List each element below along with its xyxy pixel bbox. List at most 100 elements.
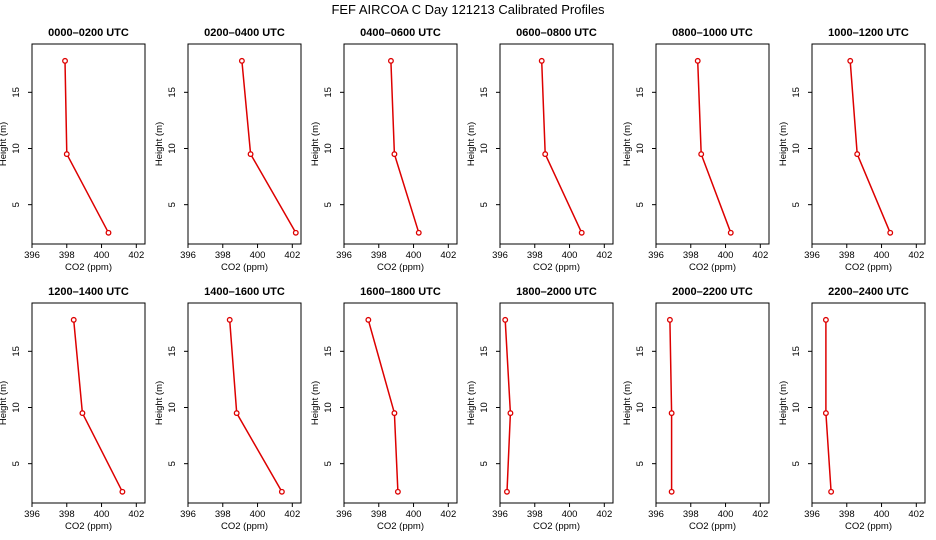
x-tick-label: 400 — [718, 250, 734, 261]
y-tick-label: 5 — [635, 202, 646, 207]
x-axis-label: CO2 (ppm) — [221, 521, 268, 532]
y-tick-label: 5 — [11, 202, 22, 207]
x-tick-label: 398 — [839, 250, 855, 261]
data-point — [504, 488, 510, 495]
data-point — [247, 151, 254, 158]
y-tick-label: 5 — [323, 461, 334, 466]
y-tick-label: 5 — [167, 202, 178, 207]
data-point — [394, 488, 401, 495]
profile-line — [825, 319, 832, 492]
plot-frame — [187, 302, 302, 504]
y-tick-label: 10 — [479, 402, 490, 413]
x-tick-label: 396 — [336, 250, 352, 261]
panel-title: 2200–2400 UTC — [828, 286, 909, 298]
panel-title: 2000–2200 UTC — [672, 286, 753, 298]
y-tick-label: 15 — [11, 87, 22, 98]
x-tick-label: 396 — [180, 250, 196, 261]
x-tick-label: 400 — [250, 509, 266, 520]
y-tick-label: 10 — [323, 402, 334, 413]
x-axis-label: CO2 (ppm) — [845, 262, 892, 273]
data-point — [119, 488, 126, 495]
y-tick-label: 10 — [479, 143, 490, 154]
y-tick-label: 5 — [11, 461, 22, 466]
x-axis-label: CO2 (ppm) — [377, 262, 424, 273]
x-axis-label: CO2 (ppm) — [221, 262, 268, 273]
x-tick-label: 400 — [406, 509, 422, 520]
x-axis-label: CO2 (ppm) — [845, 521, 892, 532]
x-axis-label: CO2 (ppm) — [533, 262, 580, 273]
x-tick-label: 398 — [683, 509, 699, 520]
x-tick-label: 402 — [284, 250, 300, 261]
data-point — [62, 57, 68, 64]
profile-line — [669, 319, 673, 492]
panel-7: 1200–1400 UTC 396 398 400 402 CO2 (ppm) 5 10 15 H… — [0, 286, 146, 532]
data-point — [63, 151, 70, 158]
data-point — [502, 316, 509, 323]
panel-title: 0000–0200 UTC — [48, 27, 129, 39]
y-axis-label: Height (m) — [0, 381, 9, 425]
y-tick-label: 5 — [323, 202, 334, 207]
x-tick-label: 396 — [648, 250, 664, 261]
y-tick-label: 5 — [791, 202, 802, 207]
plot-frame — [31, 43, 146, 245]
x-tick-label: 398 — [527, 250, 543, 261]
panel-5: 0800–1000 UTC 396 398 400 402 CO2 (ppm) 5 10 15 H… — [622, 27, 770, 273]
panel-4: 0600–0800 UTC 396 398 400 402 CO2 (ppm) 5 10 15 H… — [466, 27, 614, 273]
y-axis-label: Height (m) — [310, 381, 321, 425]
y-tick-label: 5 — [167, 461, 178, 466]
x-tick-label: 398 — [371, 509, 387, 520]
panel-11: 2000–2200 UTC 396 398 400 402 CO2 (ppm) 5 10 15 H… — [622, 286, 770, 532]
x-tick-label: 400 — [94, 250, 110, 261]
plot-frame — [31, 302, 146, 504]
y-axis-label: Height (m) — [622, 122, 633, 166]
data-point — [238, 57, 245, 64]
data-point — [847, 57, 854, 64]
profile-line — [367, 319, 399, 492]
y-tick-label: 15 — [791, 346, 802, 357]
panel-title: 1400–1600 UTC — [204, 286, 285, 298]
data-point — [365, 316, 372, 323]
y-tick-label: 15 — [167, 87, 178, 98]
y-tick-label: 10 — [11, 402, 22, 413]
x-tick-label: 400 — [874, 250, 890, 261]
panel-title: 1600–1800 UTC — [360, 286, 441, 298]
x-tick-label: 396 — [804, 509, 820, 520]
x-axis-label: CO2 (ppm) — [65, 262, 112, 273]
panel-6: 1000–1200 UTC 396 398 400 402 CO2 (ppm) 5 10 15 H… — [778, 27, 926, 273]
profile-line — [540, 60, 583, 234]
profile-line — [228, 319, 283, 493]
x-axis-label: CO2 (ppm) — [533, 521, 580, 532]
x-tick-label: 402 — [596, 250, 612, 261]
panel-title: 0800–1000 UTC — [672, 27, 753, 39]
y-tick-label: 10 — [323, 143, 334, 154]
x-tick-label: 402 — [752, 250, 768, 261]
plot-frame — [811, 302, 926, 504]
y-tick-label: 5 — [791, 461, 802, 466]
y-tick-label: 15 — [635, 346, 646, 357]
x-tick-label: 402 — [908, 509, 924, 520]
x-tick-label: 396 — [492, 250, 508, 261]
data-point — [70, 316, 77, 323]
plot-frame — [655, 43, 770, 245]
plot-frame — [499, 43, 614, 245]
y-tick-label: 10 — [791, 402, 802, 413]
x-tick-label: 398 — [683, 250, 699, 261]
x-axis-label: CO2 (ppm) — [689, 521, 736, 532]
y-tick-label: 10 — [167, 402, 178, 413]
figure-title: FEF AIRCOA C Day 121213 Calibrated Profi… — [331, 2, 605, 17]
x-tick-label: 396 — [648, 509, 664, 520]
y-tick-label: 5 — [479, 202, 490, 207]
x-tick-label: 400 — [406, 250, 422, 261]
profile-line — [696, 60, 732, 234]
data-point — [887, 229, 894, 236]
data-point — [666, 316, 673, 323]
data-point — [828, 488, 835, 495]
data-point — [542, 151, 549, 158]
data-point — [507, 410, 514, 417]
panel-3: 0400–0600 UTC 396 398 400 402 CO2 (ppm) 5 10 15 H… — [310, 27, 458, 273]
y-tick-label: 10 — [791, 143, 802, 154]
data-point — [727, 229, 734, 236]
plot-frame — [187, 43, 302, 245]
y-axis-label: Height (m) — [778, 381, 789, 425]
panel-9: 1600–1800 UTC 396 398 400 402 CO2 (ppm) 5 10 15 H… — [310, 286, 458, 532]
